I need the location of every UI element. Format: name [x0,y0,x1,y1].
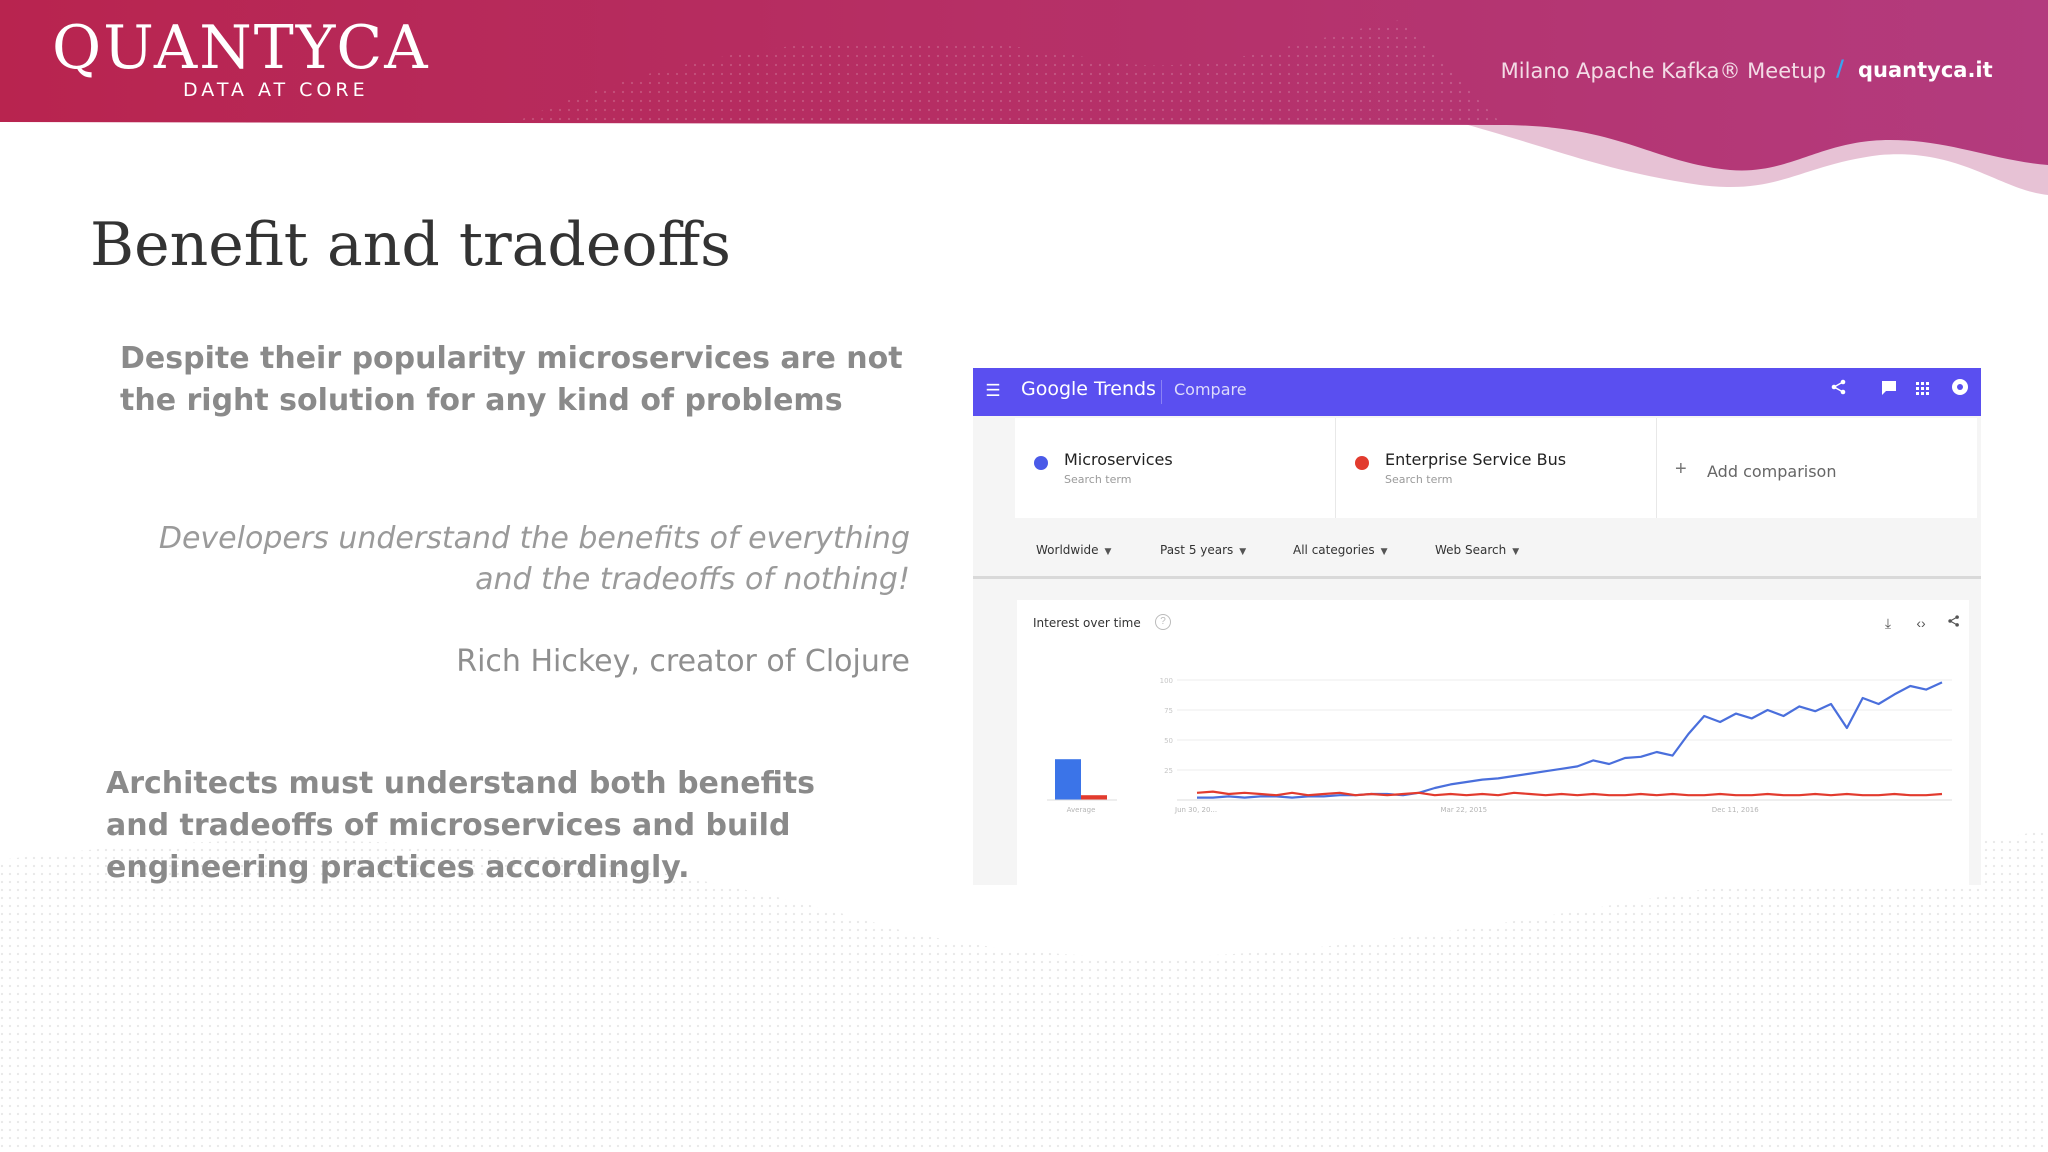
website-link[interactable]: quantyca.it [1858,58,1993,82]
event-name: Milano Apache Kafka® Meetup [1500,59,1826,83]
apps-grid-icon[interactable] [1910,378,1936,404]
quote-text: Developers understand the benefits of ev… [158,521,910,597]
embed-icon[interactable]: ‹› [1916,615,1926,631]
download-icon[interactable]: ⤓ [1884,615,1892,631]
caret-down-icon: ▼ [1512,547,1520,557]
search-term-card-esb[interactable]: Enterprise Service Bus Search term [1335,418,1656,518]
chart-title: Interest over time [1033,616,1141,630]
filter-category[interactable]: All categories ▼ [1293,543,1388,557]
header-separator: / [1836,57,1845,82]
intro-paragraph: Despite their popularity microservices a… [120,341,903,418]
slide-title: Benefit and tradeoffs [90,210,731,280]
caret-down-icon: ▼ [1104,547,1112,557]
search-term-type: Search term [1064,473,1132,486]
quote-author: Rich Hickey, creator of Clojure [456,644,910,679]
filter-region[interactable]: Worldwide ▼ [1036,543,1111,557]
add-comparison-label: Add comparison [1707,462,1837,481]
plus-icon: + [1675,458,1687,480]
search-term-name: Enterprise Service Bus [1385,450,1567,469]
series-line-microservices [1197,681,1943,799]
search-term-type: Search term [1385,473,1453,486]
dotted-background [0,830,2048,1152]
add-comparison-card[interactable]: + Add comparison [1656,418,1977,518]
filter-category-label: All categories [1293,543,1375,557]
average-bar-microservices [1055,759,1081,800]
series-line-esb [1196,790,1943,797]
filter-divider [973,576,1981,579]
logo-tagline: DATA AT CORE [183,79,369,101]
x-tick-label: Dec 11, 2016 [1712,806,1759,814]
search-term-card-microservices[interactable]: Microservices Search term [1015,418,1335,518]
quantyca-logo: QUANTYCA [52,13,430,83]
average-bar-esb [1081,795,1107,800]
search-term-name: Microservices [1064,450,1173,469]
microservices-color-dot [1034,456,1048,470]
caret-down-icon: ▼ [1239,547,1247,557]
compare-label: Compare [1174,380,1247,399]
filter-search-type[interactable]: Web Search ▼ [1435,543,1519,557]
hamburger-menu-icon[interactable]: ☰ [985,381,1001,400]
filter-time-label: Past 5 years [1160,543,1234,557]
share-icon[interactable] [1943,612,1965,634]
conclusion-paragraph: Architects must understand both benefits… [106,766,816,885]
y-tick-label: 50 [1164,737,1173,745]
x-tick-label: Mar 22, 2015 [1441,806,1488,814]
y-tick-label: 75 [1164,707,1173,715]
filter-search-type-label: Web Search [1435,543,1507,557]
brand-divider [1161,380,1162,404]
google-trends-screenshot: ☰ Google Trends Compare Microservices Se… [973,368,1981,885]
x-tick-label: Jun 30, 20... [1174,806,1217,814]
header-banner [0,0,2048,195]
trends-app-bar: ☰ Google Trends Compare [973,368,1981,416]
account-icon[interactable] [1947,378,1973,404]
caret-down-icon: ▼ [1380,547,1388,557]
filter-time-range[interactable]: Past 5 years ▼ [1160,543,1246,557]
help-icon[interactable]: ? [1155,614,1171,630]
interest-over-time-card: Interest over time ? ⤓ ‹› 100 75 50 25 Jun 3… [1017,600,1969,885]
y-tick-label: 100 [1160,677,1173,685]
trend-chart: 100 75 50 25 Jun 30, 20... Mar 22, 2015 Dec 11… [1047,677,1952,814]
y-tick-label: 25 [1164,767,1173,775]
average-label: Average [1067,806,1096,814]
share-icon[interactable] [1826,378,1852,404]
feedback-icon[interactable] [1876,378,1902,404]
esb-color-dot [1355,456,1369,470]
filter-region-label: Worldwide [1036,543,1099,557]
google-trends-logo[interactable]: Google Trends [1021,378,1156,400]
